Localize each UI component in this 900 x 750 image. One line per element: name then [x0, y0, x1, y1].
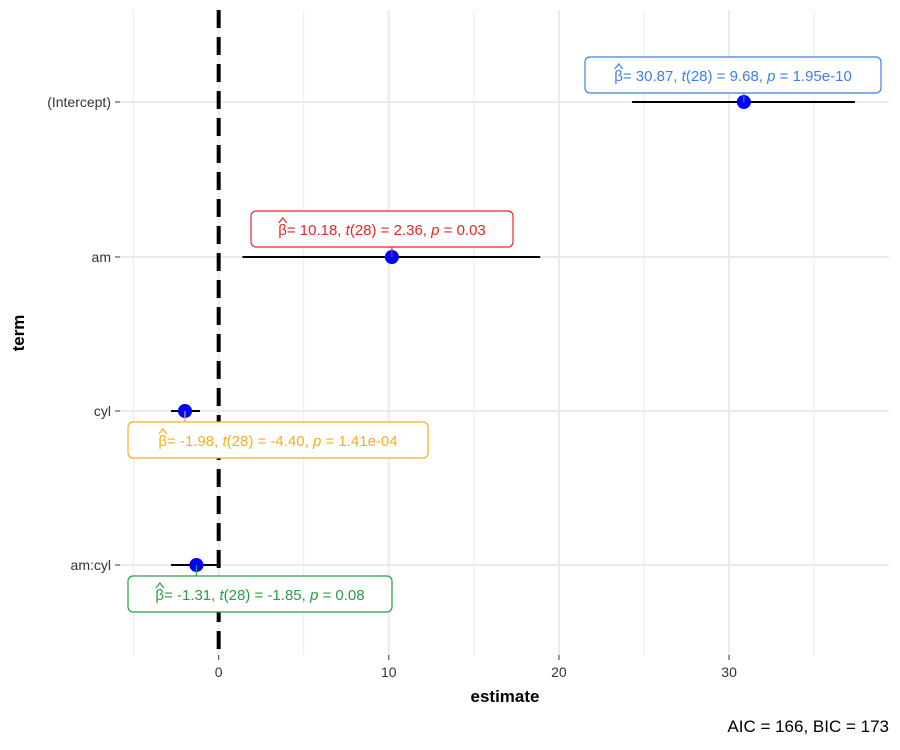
label-df: (28)	[350, 222, 377, 239]
label-pval: = 1.95e-10	[775, 68, 851, 85]
label-t: t	[222, 433, 227, 450]
estimate-label: β= -1.31, t(28) = -1.85, p = 0.08	[127, 565, 393, 613]
label-est: = 30.87,	[623, 68, 682, 85]
x-tick-label: 20	[551, 664, 567, 680]
label-text: β= 10.18, t(28) = 2.36, p = 0.03	[278, 222, 486, 239]
label-beta: β	[278, 222, 287, 239]
label-p: p	[766, 68, 775, 85]
x-tick-label: 10	[381, 664, 397, 680]
label-box	[584, 56, 882, 94]
label-est: = 10.18,	[287, 222, 346, 239]
beta-hat-mark	[614, 63, 624, 70]
y-tick-label: (Intercept)	[47, 94, 111, 110]
label-tval: = -4.40,	[253, 433, 313, 450]
y-axis-title: term	[9, 315, 28, 352]
x-tick-label: 0	[215, 664, 223, 680]
estimate-label: β= 10.18, t(28) = 2.36, p = 0.03	[250, 210, 514, 257]
label-beta: β	[614, 68, 623, 85]
beta-hat-mark	[158, 428, 168, 435]
x-axis-title: estimate	[471, 687, 540, 706]
y-tick-label: am:cyl	[71, 557, 111, 573]
label-p: p	[309, 587, 318, 604]
label-box	[250, 210, 514, 248]
label-pval: = 0.08	[318, 587, 364, 604]
label-df: (28)	[224, 587, 251, 604]
label-est: = -1.98,	[167, 433, 222, 450]
label-text: β= -1.31, t(28) = -1.85, p = 0.08	[155, 587, 364, 604]
label-text: β= 30.87, t(28) = 9.68, p = 1.95e-10	[614, 68, 852, 85]
label-t: t	[682, 68, 687, 85]
y-tick-label: am	[92, 249, 111, 265]
label-tval: = 2.36,	[377, 222, 432, 239]
label-box	[127, 421, 429, 459]
chart-caption: AIC = 166, BIC = 173	[727, 717, 889, 736]
label-t: t	[346, 222, 351, 239]
label-beta: β	[155, 587, 164, 604]
beta-hat-mark	[278, 217, 288, 224]
label-est: = -1.31,	[164, 587, 219, 604]
estimate-label: β= 30.87, t(28) = 9.68, p = 1.95e-10	[584, 56, 882, 102]
label-text: β= -1.98, t(28) = -4.40, p = 1.41e-04	[158, 433, 397, 450]
x-tick-label: 30	[721, 664, 737, 680]
beta-hat-mark	[155, 582, 165, 589]
label-p: p	[312, 433, 321, 450]
label-pval: = 1.41e-04	[321, 433, 397, 450]
label-pval: = 0.03	[439, 222, 485, 239]
label-t: t	[219, 587, 224, 604]
label-p: p	[430, 222, 439, 239]
y-tick-label: cyl	[94, 403, 111, 419]
label-df: (28)	[227, 433, 254, 450]
estimate-label: β= -1.98, t(28) = -4.40, p = 1.41e-04	[127, 411, 429, 459]
label-box	[127, 575, 393, 613]
label-df: (28)	[686, 68, 713, 85]
label-tval: = -1.85,	[250, 587, 310, 604]
label-beta: β	[158, 433, 167, 450]
label-tval: = 9.68,	[713, 68, 768, 85]
